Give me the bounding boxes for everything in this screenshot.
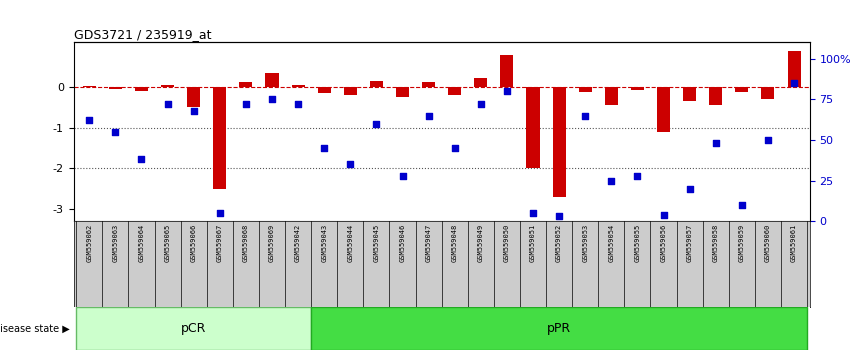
Bar [449,87,462,95]
Text: GSM559060: GSM559060 [765,224,771,262]
Point [630,173,644,178]
Bar [761,87,774,99]
Text: GSM559068: GSM559068 [242,224,249,262]
Text: GSM559061: GSM559061 [791,224,797,262]
Bar [527,87,540,169]
Text: GSM559046: GSM559046 [399,224,405,262]
Bar [266,73,279,87]
Bar [83,86,96,87]
Bar [344,87,357,95]
Bar [657,87,670,132]
Bar [370,81,383,87]
Text: GSM559064: GSM559064 [139,224,145,262]
Text: GSM559043: GSM559043 [321,224,327,262]
Text: GSM559054: GSM559054 [608,224,614,262]
Bar [239,82,252,87]
Point [187,108,201,114]
Bar [422,82,435,87]
Point [578,113,592,118]
Point [370,121,384,126]
Point [291,101,305,107]
Text: GSM559055: GSM559055 [635,224,641,262]
Bar [318,87,331,93]
Text: GSM559056: GSM559056 [661,224,667,262]
Point [787,80,801,86]
Point [396,173,410,178]
Point [134,156,148,162]
Text: GSM559049: GSM559049 [478,224,484,262]
Point [604,178,618,183]
Text: pCR: pCR [181,322,206,335]
Bar [787,51,800,87]
Point [82,118,96,123]
Point [344,161,358,167]
Point [761,137,775,143]
Text: GDS3721 / 235919_at: GDS3721 / 235919_at [74,28,211,41]
Text: GSM559053: GSM559053 [582,224,588,262]
Point [239,101,253,107]
Text: GSM559062: GSM559062 [87,224,93,262]
Bar [187,87,200,107]
Point [213,210,227,216]
Point [422,113,436,118]
Bar [135,87,148,91]
Point [500,88,514,94]
Point [161,101,175,107]
Text: GSM559058: GSM559058 [713,224,719,262]
Bar [578,87,591,92]
Bar [213,87,226,189]
Text: GSM559065: GSM559065 [165,224,171,262]
Point [108,129,122,135]
Bar [161,85,174,87]
Bar [631,87,644,90]
Text: GSM559052: GSM559052 [556,224,562,262]
Point [682,186,696,192]
Bar [735,87,748,92]
Text: GSM559045: GSM559045 [373,224,379,262]
Text: GSM559057: GSM559057 [687,224,693,262]
Point [265,97,279,102]
Text: pPR: pPR [547,322,572,335]
Text: GSM559066: GSM559066 [191,224,197,262]
Bar [292,85,305,87]
Point [317,145,331,151]
Point [735,202,749,208]
Bar [475,78,488,87]
Point [526,210,540,216]
Text: GSM559069: GSM559069 [269,224,275,262]
Text: GSM559051: GSM559051 [530,224,536,262]
Text: GSM559063: GSM559063 [113,224,119,262]
Bar [76,307,311,350]
Bar [553,87,565,197]
Bar [683,87,696,101]
Bar [396,87,409,97]
Text: GSM559059: GSM559059 [739,224,745,262]
Text: GSM559044: GSM559044 [347,224,353,262]
Text: GSM559048: GSM559048 [452,224,458,262]
Text: GSM559067: GSM559067 [216,224,223,262]
Bar [604,87,617,105]
Text: GSM559050: GSM559050 [504,224,510,262]
Point [448,145,462,151]
Text: GSM559042: GSM559042 [295,224,301,262]
Point [656,212,670,217]
Text: GSM559047: GSM559047 [425,224,431,262]
Point [474,101,488,107]
Point [708,140,722,146]
Bar [501,56,514,87]
Bar [109,87,122,89]
Bar [311,307,807,350]
Bar [709,87,722,105]
Point [553,213,566,219]
Text: disease state ▶: disease state ▶ [0,324,69,334]
